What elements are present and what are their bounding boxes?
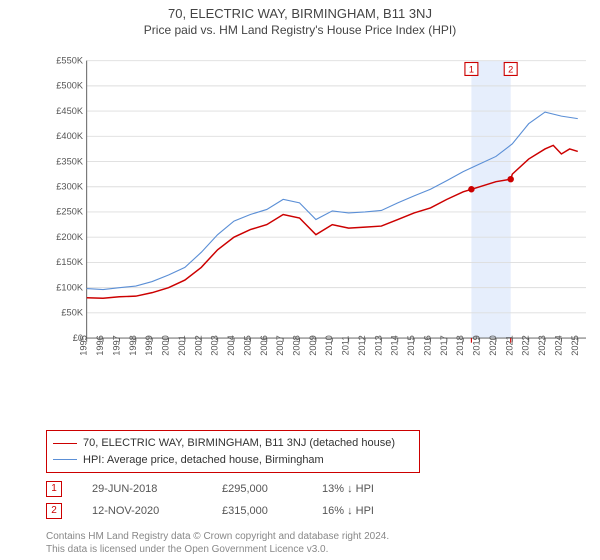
attribution-line1: Contains HM Land Registry data © Crown c…	[46, 530, 389, 543]
ytick-label: £500K	[56, 81, 84, 91]
ytick-label: £300K	[56, 182, 84, 192]
ytick-label: £550K	[56, 55, 84, 65]
ytick-label: £100K	[56, 282, 84, 292]
sale-price: £295,000	[222, 483, 322, 495]
legend-swatch	[53, 459, 77, 460]
legend-frame: 70, ELECTRIC WAY, BIRMINGHAM, B11 3NJ (d…	[46, 430, 420, 473]
legend-label: 70, ELECTRIC WAY, BIRMINGHAM, B11 3NJ (d…	[83, 435, 395, 452]
legend-swatch	[53, 443, 77, 444]
ytick-label: £150K	[56, 257, 84, 267]
ytick-label: £350K	[56, 156, 84, 166]
sale-hpi-diff: 13% ↓ HPI	[322, 483, 374, 495]
sale-marker-number: 1	[46, 481, 62, 497]
sale-dot	[468, 186, 474, 192]
sale-row: 1 29-JUN-2018£295,00013% ↓ HPI	[46, 481, 586, 497]
ytick-label: £200K	[56, 232, 84, 242]
highlight-band	[471, 61, 510, 338]
sale-date: 29-JUN-2018	[92, 483, 222, 495]
sale-date: 12-NOV-2020	[92, 505, 222, 517]
sale-row: 2 12-NOV-2020£315,00016% ↓ HPI	[46, 503, 586, 519]
legend-item: 70, ELECTRIC WAY, BIRMINGHAM, B11 3NJ (d…	[53, 435, 413, 452]
sale-dot	[507, 176, 513, 182]
sale-price: £315,000	[222, 505, 322, 517]
legend-item: HPI: Average price, detached house, Birm…	[53, 452, 413, 469]
ytick-label: £50K	[61, 308, 83, 318]
sale-hpi-diff: 16% ↓ HPI	[322, 505, 374, 517]
ytick-label: £400K	[56, 131, 84, 141]
attribution-line2: This data is licensed under the Open Gov…	[46, 543, 389, 556]
legend-label: HPI: Average price, detached house, Birm…	[83, 452, 324, 469]
price-chart: £0£50K£100K£150K£200K£250K£300K£350K£400…	[46, 46, 586, 386]
page-title: 70, ELECTRIC WAY, BIRMINGHAM, B11 3NJ	[0, 0, 600, 21]
page-subtitle: Price paid vs. HM Land Registry's House …	[0, 21, 600, 41]
sale-marker-number: 2	[508, 65, 513, 75]
legend-and-sales: 70, ELECTRIC WAY, BIRMINGHAM, B11 3NJ (d…	[46, 430, 586, 525]
sale-marker-number: 2	[46, 503, 62, 519]
ytick-label: £450K	[56, 106, 84, 116]
attribution: Contains HM Land Registry data © Crown c…	[46, 530, 389, 556]
ytick-label: £250K	[56, 207, 84, 217]
sale-marker-number: 1	[469, 65, 474, 75]
